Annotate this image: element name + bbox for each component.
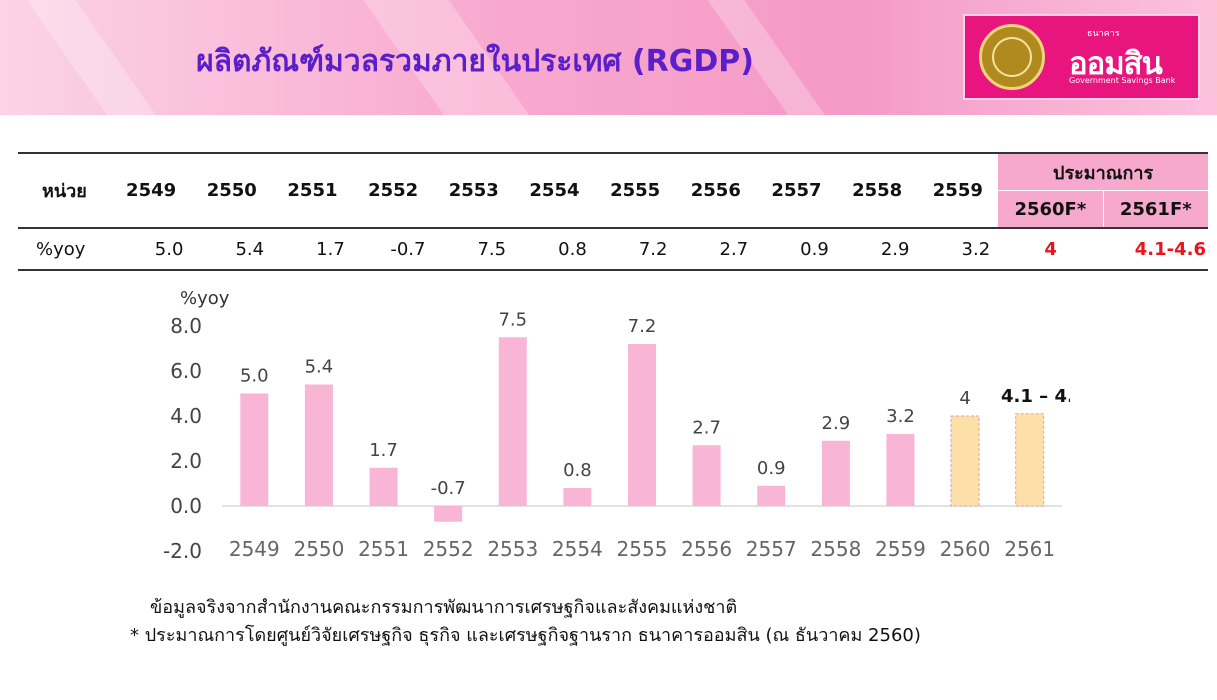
row-label: %yoy (18, 227, 111, 271)
data-label: 7.2 (628, 316, 657, 337)
bar (757, 485, 786, 506)
data-label: 2.9 (822, 413, 851, 434)
bar (304, 384, 333, 506)
year-header: 2553 (448, 180, 499, 201)
forecast-year-header: 2561F* (1103, 190, 1208, 228)
bar (369, 467, 398, 506)
forecast-cell: 4.1-4.6 (1103, 227, 1208, 271)
logo-english: Government Savings Bank (1069, 76, 1176, 85)
x-tick-label: 2557 (746, 537, 797, 561)
unit-label: หน่วย (41, 181, 87, 202)
forecast-group-header: ประมาณการ (998, 153, 1208, 191)
y-tick-label: -2.0 (163, 539, 202, 563)
table-cell: 0.9 (756, 227, 837, 271)
year-header: 2550 (206, 180, 257, 201)
data-label: 0.9 (757, 458, 786, 479)
year-header: 2556 (690, 180, 741, 201)
year-header: 2559 (932, 180, 983, 201)
x-tick-label: 2554 (552, 537, 603, 561)
bar (240, 393, 269, 506)
x-tick-label: 2555 (617, 537, 668, 561)
y-tick-label: 0.0 (170, 494, 202, 518)
table-cell: 2.9 (836, 227, 918, 271)
x-tick-label: 2556 (681, 537, 732, 561)
source-footnote: ข้อมูลจริงจากสำนักงานคณะกรรมการพัฒนาการเ… (150, 597, 738, 618)
forecast-year-header: 2560F* (998, 190, 1104, 228)
logo-small-text: ธนาคาร (1087, 29, 1120, 39)
table-cell: 7.2 (594, 227, 676, 271)
bar (1015, 413, 1045, 507)
table-cell: 2.7 (675, 227, 757, 271)
table-cell: 7.5 (433, 227, 515, 271)
logo-name: ออมสิน (1069, 46, 1163, 82)
data-label: -0.7 (431, 478, 466, 499)
year-header: 2551 (287, 180, 338, 201)
bar (886, 434, 915, 506)
bar (692, 445, 721, 506)
x-tick-label: 2550 (293, 537, 344, 561)
forecast-cell: 4 (998, 227, 1104, 271)
y-tick-label: 4.0 (170, 404, 202, 428)
bar (821, 440, 850, 506)
data-label: 4.1 – 4.6 (1001, 386, 1070, 407)
gdp-table: หน่วย 2549 2550 2551 2552 2553 2554 2555… (18, 152, 1208, 271)
y-tick-label: 6.0 (170, 359, 202, 383)
year-header: 2558 (852, 180, 903, 201)
data-label: 4 (959, 388, 970, 409)
table-cell: 1.7 (272, 227, 353, 271)
header-banner: ผลิตภัณฑ์มวลรวมภายในประเทศ (RGDP) ธนาคาร… (0, 0, 1217, 115)
bank-logo: ธนาคาร ออมสิน Government Savings Bank (963, 14, 1200, 100)
data-label: 5.0 (240, 366, 269, 387)
forecast-footnote: * ประมาณการโดยศูนย์วิจัยเศรษฐกิจ ธุรกิจ … (130, 625, 921, 646)
x-tick-label: 2553 (487, 537, 538, 561)
year-header: 2549 (126, 180, 177, 201)
year-header: 2552 (368, 180, 419, 201)
x-tick-label: 2552 (423, 537, 474, 561)
data-label: 5.4 (305, 357, 334, 378)
x-tick-label: 2561 (1004, 537, 1055, 561)
x-tick-label: 2560 (940, 537, 991, 561)
table-cell: 5.4 (191, 227, 273, 271)
bar (950, 415, 980, 507)
page-title: ผลิตภัณฑ์มวลรวมภายในประเทศ (RGDP) (196, 44, 754, 79)
bar (434, 506, 463, 522)
x-tick-label: 2551 (358, 537, 409, 561)
bar (628, 344, 656, 506)
y-tick-label: 2.0 (170, 449, 202, 473)
x-tick-label: 2549 (229, 537, 280, 561)
table-cell: 0.8 (514, 227, 595, 271)
year-header: 2555 (610, 180, 661, 201)
table-cell: 5.0 (110, 227, 192, 271)
year-header: 2557 (771, 180, 822, 201)
x-tick-label: 2558 (810, 537, 861, 561)
bar (563, 488, 592, 506)
bar (498, 337, 527, 506)
y-axis-label: %yoy (180, 288, 230, 309)
data-label: 1.7 (369, 440, 398, 461)
data-label: 7.5 (498, 309, 527, 330)
data-label: 2.7 (692, 417, 721, 438)
table-cell: 3.2 (917, 227, 999, 271)
table-cell: -0.7 (352, 227, 434, 271)
bank-seal-icon (979, 24, 1045, 90)
data-label: 0.8 (563, 460, 592, 481)
data-label: 3.2 (886, 406, 915, 427)
x-tick-label: 2559 (875, 537, 926, 561)
y-tick-label: 8.0 (170, 314, 202, 338)
year-header: 2554 (529, 180, 580, 201)
gdp-bar-chart: %yoy -2.0 0.0 2.0 4.0 6.0 8.0 5.0 2549 5.4 2550 1.7… (163, 288, 1070, 563)
